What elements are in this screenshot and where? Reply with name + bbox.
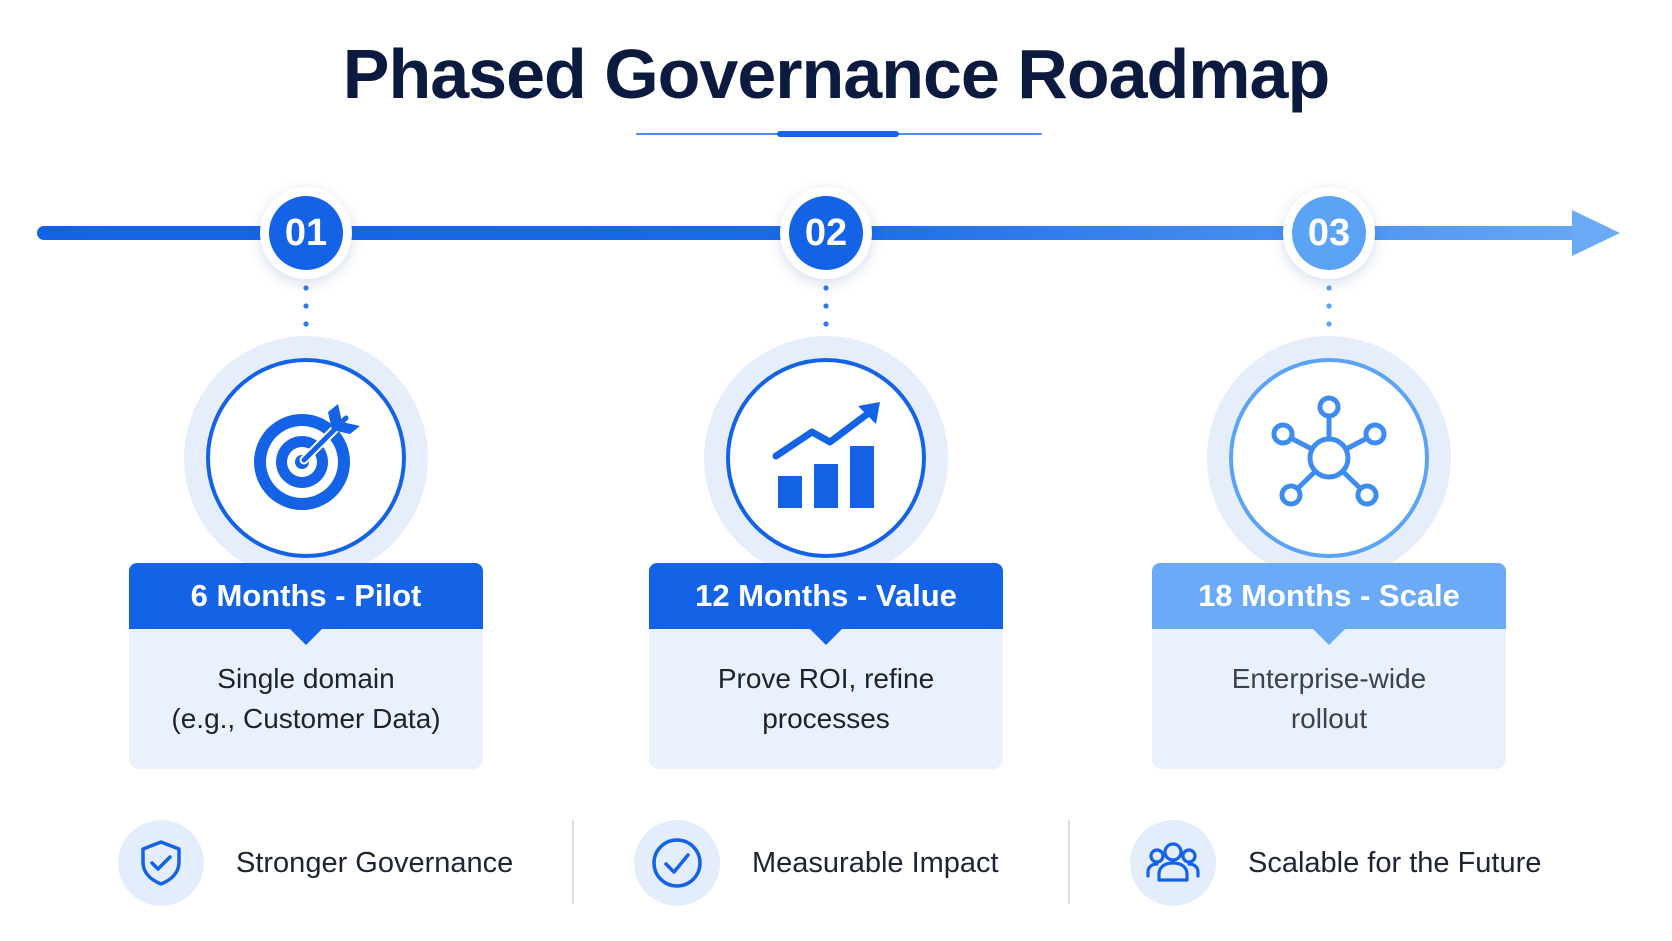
phase-1-number: 01 [269,196,343,270]
phase-3-description-line: rollout [1290,703,1368,734]
phase-1-badge: 01 [260,187,352,279]
phase-1-icon-halo [184,336,428,580]
phase-2-number: 02 [789,196,863,270]
phase-2-description-line: Prove ROI, refine [717,663,935,694]
phase-2-heading: 12 Months - Value [649,563,1003,645]
phase-3-description: Enterprise-wide rollout [1152,629,1506,739]
phase-3-icon-ring [1229,358,1429,558]
phase-3-icon-halo [1207,336,1451,580]
target-icon [254,404,360,510]
phase-3-description-line: Enterprise-wide [1231,663,1427,694]
phase-3-number: 03 [1292,196,1366,270]
phase-1-description-line: Single domain [217,663,395,694]
phase-1-heading: 6 Months - Pilot [129,563,483,645]
growth-chart-icon [772,402,880,508]
benefit-measurable-impact: Measurable Impact [634,820,999,906]
benefit-icon-circle [118,820,204,906]
benefit-scalable-future: Scalable for the Future [1130,820,1541,906]
phase-1-description: Single domain (e.g., Customer Data) [129,629,483,739]
benefit-icon-circle [1130,820,1216,906]
benefit-label: Measurable Impact [752,846,999,879]
phase-2-description: Prove ROI, refine processes [649,629,1003,739]
page-title: Phased Governance Roadmap [342,35,1330,113]
phase-3-heading: 18 Months - Scale [1152,563,1506,645]
phase-3-badge: 03 [1283,187,1375,279]
phase-1-card: 6 Months - Pilot Single domain (e.g., Cu… [129,563,483,769]
benefit-icon-circle [634,820,720,906]
benefit-label: Stronger Governance [236,846,514,879]
phase-2-badge: 02 [780,187,872,279]
network-hub-icon [1271,395,1387,507]
phase-2-icon-halo [704,336,948,580]
users-group-icon [1146,842,1200,882]
benefit-divider [572,820,574,904]
benefit-divider [1068,820,1070,904]
phase-2-icon-ring [726,358,926,558]
phase-2-description-line: processes [762,703,890,734]
phase-1-description-line: (e.g., Customer Data) [171,703,441,734]
phase-1-icon-ring [206,358,406,558]
shield-check-icon [141,840,181,886]
check-circle-icon [652,838,702,888]
benefit-stronger-governance: Stronger Governance [118,820,513,906]
benefit-label: Scalable for the Future [1248,846,1542,879]
phase-3-card: 18 Months - Scale Enterprise-wide rollou… [1152,563,1506,769]
phase-2-card: 12 Months - Value Prove ROI, refine proc… [649,563,1003,769]
title-underline-accent [777,131,899,137]
